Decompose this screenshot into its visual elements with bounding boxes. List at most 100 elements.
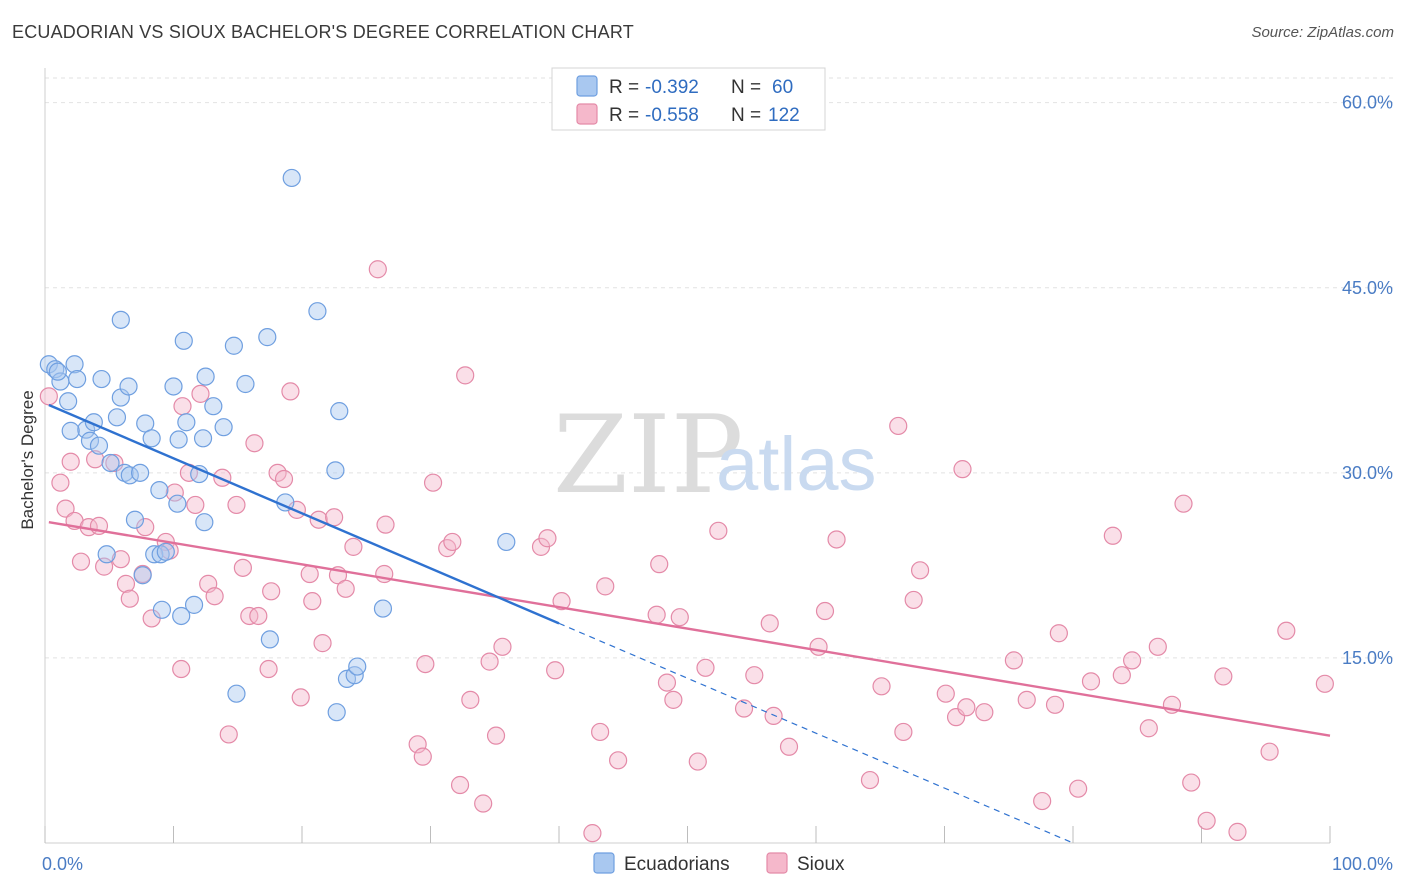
ecuadorians-swatch bbox=[576, 75, 598, 97]
y-axis-label: Bachelor's Degree bbox=[18, 390, 37, 529]
sioux-point bbox=[205, 587, 224, 606]
ecuadorians-point bbox=[172, 606, 191, 626]
legend-ecuadorians-label: Ecuadorians bbox=[624, 854, 730, 875]
sioux-point bbox=[872, 677, 891, 696]
ecuadorians-point bbox=[327, 703, 346, 722]
sioux-point bbox=[413, 747, 432, 766]
ecuadorians-point bbox=[133, 566, 152, 585]
ecuadorians-point bbox=[214, 418, 233, 437]
sioux-point bbox=[1033, 791, 1052, 811]
stats-legend: R = -0.392 N = 60 R = -0.558 N = 122 bbox=[551, 67, 826, 131]
sioux-point bbox=[300, 564, 319, 584]
ecuadorians-point bbox=[101, 453, 120, 473]
sioux-point bbox=[910, 561, 930, 580]
sioux-point bbox=[1260, 742, 1279, 761]
sioux-point bbox=[975, 703, 994, 722]
sioux-point bbox=[664, 690, 683, 709]
ecuadorians-point bbox=[97, 545, 116, 564]
ecuadorians-trend-line bbox=[48, 403, 560, 625]
sioux-point bbox=[1277, 621, 1296, 640]
watermark-zip: ZIP bbox=[553, 393, 743, 518]
ecuadorians-point bbox=[152, 600, 172, 619]
sioux-point bbox=[889, 416, 908, 436]
ecuadorians-point bbox=[174, 331, 193, 350]
sioux-point bbox=[1069, 779, 1088, 798]
sioux-point bbox=[227, 495, 246, 515]
ecuadorians-point bbox=[68, 369, 87, 389]
sioux-point bbox=[1182, 773, 1201, 792]
sioux-point bbox=[1123, 651, 1142, 670]
sioux-point bbox=[1004, 651, 1023, 670]
sioux-trend-line bbox=[48, 521, 1331, 737]
ecuadorians-point bbox=[142, 429, 161, 448]
ecuadorians-point bbox=[125, 510, 145, 529]
ecuadorians-point bbox=[107, 408, 127, 427]
legend-r-label-1: R = bbox=[609, 77, 639, 98]
ecuadorians-point bbox=[308, 302, 327, 321]
ecuadorians-point bbox=[330, 402, 349, 421]
sioux-legend-swatch bbox=[766, 852, 788, 874]
sioux-point bbox=[957, 698, 976, 717]
ecuadorians-point bbox=[150, 481, 169, 500]
sioux-point bbox=[259, 659, 278, 679]
sioux-point bbox=[894, 722, 913, 742]
legend-r-value-2: -0.558 bbox=[645, 105, 699, 126]
source-credit: Source: ZipAtlas.com bbox=[1251, 24, 1394, 41]
x-tick-label: 100.0% bbox=[1332, 854, 1393, 874]
sioux-point bbox=[56, 499, 75, 518]
ecuadorians-point bbox=[196, 367, 215, 386]
sioux-point bbox=[657, 673, 677, 692]
sioux-point bbox=[1197, 811, 1216, 830]
sioux-point bbox=[1315, 674, 1334, 693]
sioux-point bbox=[461, 690, 480, 709]
sioux-point bbox=[583, 824, 602, 843]
ecuadorians-point bbox=[236, 374, 255, 394]
ecuadorians-point bbox=[92, 369, 111, 389]
sioux-point bbox=[1049, 624, 1068, 643]
sioux-point bbox=[368, 260, 387, 279]
sioux-point bbox=[1148, 637, 1167, 656]
sioux-point bbox=[546, 661, 565, 680]
sioux-point bbox=[186, 495, 205, 515]
legend-n-value-1: 60 bbox=[772, 77, 793, 98]
ecuadorians-point bbox=[326, 461, 345, 480]
sioux-point bbox=[1214, 667, 1233, 686]
sioux-point bbox=[1103, 526, 1122, 545]
sioux-point bbox=[904, 590, 923, 610]
ecuadorians-point bbox=[168, 494, 187, 513]
ecuadorians-point bbox=[204, 397, 223, 416]
sioux-point bbox=[416, 654, 435, 674]
ecuadorians-point bbox=[184, 595, 204, 614]
ecuadorians-point bbox=[80, 431, 100, 450]
trend-lines bbox=[48, 403, 1331, 844]
ecuadorians-legend-swatch bbox=[593, 852, 615, 874]
y-tick-labels: 15.0% 30.0% 45.0% 60.0% bbox=[1342, 93, 1393, 668]
sioux-point bbox=[281, 382, 300, 401]
sioux-point bbox=[86, 450, 105, 469]
sioux-point bbox=[734, 699, 754, 718]
legend-n-label-2: N = bbox=[731, 105, 761, 126]
axes bbox=[44, 68, 1331, 844]
sioux-point bbox=[136, 518, 155, 537]
ecuadorians-point bbox=[119, 377, 138, 396]
sioux-point bbox=[336, 579, 355, 598]
ecuadorians-point bbox=[260, 630, 279, 649]
x-tick-label: 0.0% bbox=[42, 854, 83, 874]
sioux-point bbox=[303, 592, 322, 611]
sioux-point bbox=[650, 555, 669, 574]
ecuadorians-point bbox=[282, 168, 301, 188]
sioux-swatch bbox=[576, 103, 598, 125]
sioux-point bbox=[709, 521, 728, 540]
sioux-point bbox=[456, 366, 475, 385]
sioux-point bbox=[764, 706, 783, 726]
series-legend: Ecuadorians Sioux bbox=[593, 852, 845, 875]
sioux-point bbox=[474, 794, 493, 813]
sioux-point bbox=[1112, 666, 1131, 685]
ecuadorians-point bbox=[130, 463, 150, 482]
sioux-point bbox=[423, 473, 443, 492]
ecuadorians-point bbox=[145, 545, 164, 564]
legend-n-label-1: N = bbox=[731, 77, 761, 98]
ecuadorians-point bbox=[89, 436, 109, 455]
ecuadorians-point bbox=[48, 362, 67, 381]
